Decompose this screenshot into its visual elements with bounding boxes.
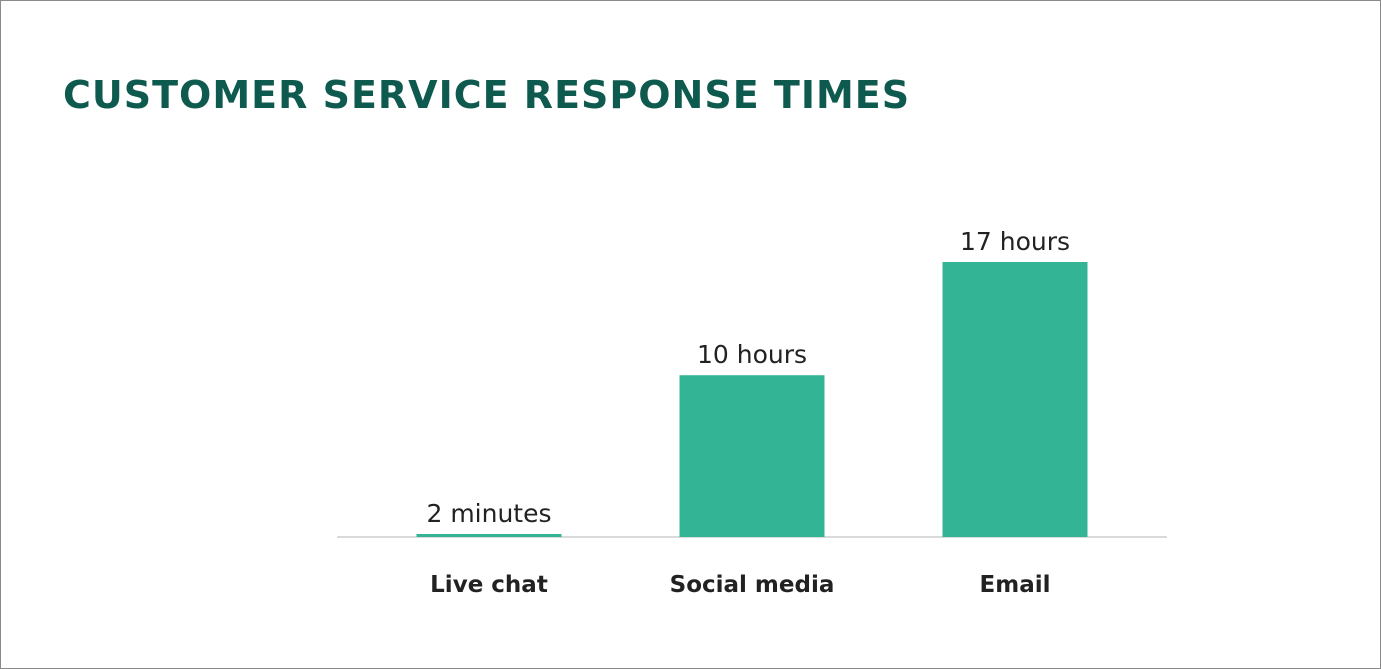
value-label-social-media: 10 hours	[697, 340, 807, 369]
value-label-live-chat: 2 minutes	[426, 499, 551, 528]
value-labels-group: 2 minutes 10 hours 17 hours	[426, 227, 1070, 528]
bar-live-chat	[416, 534, 562, 537]
category-label-live-chat: Live chat	[430, 572, 548, 598]
category-label-social-media: Social media	[670, 572, 835, 598]
chart-title: CUSTOMER SERVICE RESPONSE TIMES	[63, 73, 911, 117]
bars-group	[416, 262, 1088, 537]
category-labels-group: Live chat Social media Email	[430, 572, 1050, 598]
bar-email	[942, 262, 1088, 537]
bar-social-media	[679, 375, 825, 537]
category-label-email: Email	[980, 572, 1051, 598]
value-label-email: 17 hours	[960, 227, 1070, 256]
